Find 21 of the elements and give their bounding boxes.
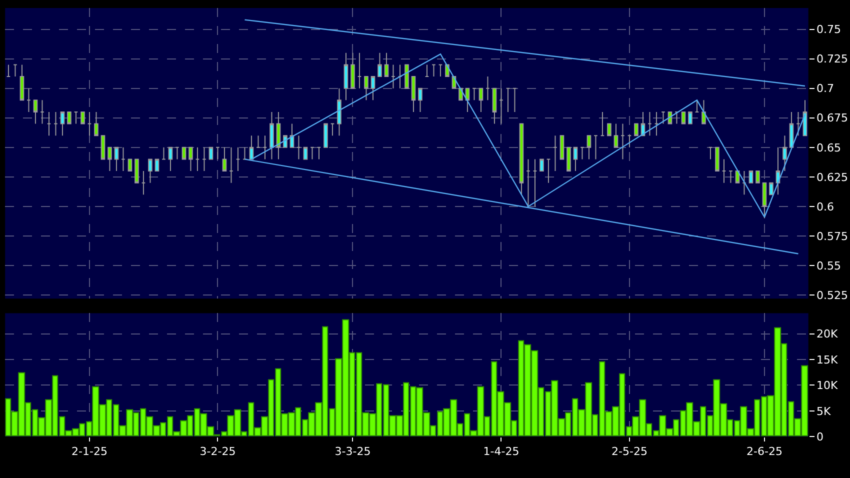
x-tick-label: 2-6-25 [746, 444, 782, 458]
y-tick-label: 0.6 [816, 200, 834, 214]
x-tick-label: 2-5-25 [612, 444, 648, 458]
x-tick-label: 3-2-25 [200, 444, 236, 458]
y-tick-label: 0.7 [816, 82, 834, 96]
y-tick-label: 10K [816, 379, 839, 392]
y-tick-label: 5K [816, 404, 832, 418]
y-tick-label: 0.675 [816, 112, 848, 125]
x-tick-label: 3-3-25 [334, 444, 371, 458]
y-tick-label: 0.725 [816, 52, 848, 66]
y-tick-label: 0.55 [816, 259, 842, 272]
y-tick-label: 0.65 [816, 141, 842, 154]
y-tick-label: 0.525 [816, 288, 848, 302]
y-tick-label: 15K [816, 353, 839, 366]
x-tick-label: 2-1-25 [72, 444, 108, 458]
y-tick-label: 0.575 [816, 230, 848, 243]
y-tick-label: 0.625 [816, 170, 848, 184]
y-tick-label: 0.75 [816, 23, 842, 36]
y-tick-label: 0 [816, 430, 824, 444]
x-tick-label: 1-4-25 [483, 444, 520, 458]
y-tick-label: 20K [816, 328, 839, 341]
